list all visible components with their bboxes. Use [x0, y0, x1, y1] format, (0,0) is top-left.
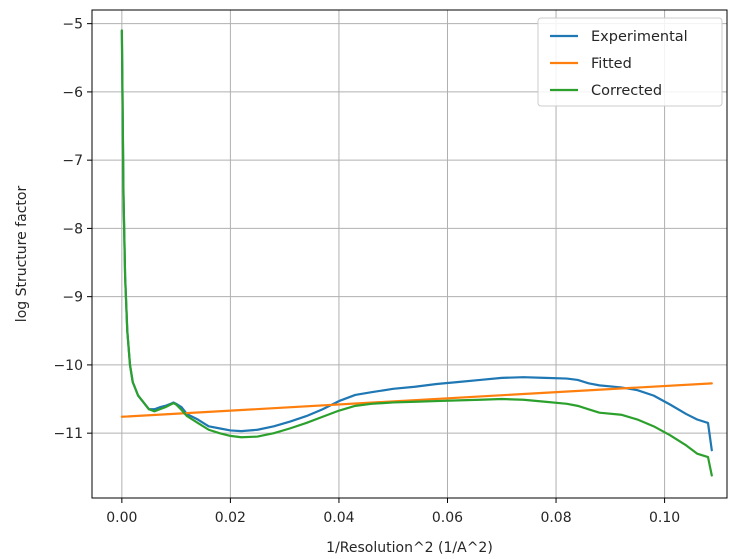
legend: Experimental Fitted Corrected — [537, 17, 723, 107]
legend-label-corrected: Corrected — [591, 83, 662, 99]
y-tick-label: −11 — [53, 426, 83, 442]
y-axis-label: log Structure factor — [14, 186, 30, 323]
y-tick-label: −10 — [53, 358, 83, 374]
x-axis: 0.00 0.02 0.04 0.06 0.08 0.10 — [106, 498, 680, 526]
y-axis: −5 −6 −7 −8 −9 −10 −11 — [53, 17, 92, 442]
series-line-corrected — [120, 29, 713, 477]
x-axis-label: 1/Resolution^2 (1/A^2) — [326, 540, 493, 556]
y-tick-label: −5 — [62, 17, 83, 33]
x-tick-label: 0.00 — [106, 510, 137, 526]
legend-label-experimental: Experimental — [591, 29, 688, 45]
legend-box — [537, 17, 723, 107]
y-tick-label: −6 — [62, 85, 83, 101]
x-tick-label: 0.08 — [540, 510, 571, 526]
x-tick-label: 0.02 — [215, 510, 246, 526]
series-layer — [120, 29, 713, 477]
plot-frame — [91, 9, 728, 499]
series-line-fitted — [120, 382, 713, 418]
x-tick-label: 0.06 — [432, 510, 463, 526]
y-tick-label: −7 — [62, 153, 83, 169]
x-tick-label: 0.10 — [649, 510, 680, 526]
y-tick-label: −9 — [62, 290, 83, 306]
x-tick-label: 0.04 — [323, 510, 354, 526]
legend-label-fitted: Fitted — [591, 56, 632, 72]
y-tick-label: −8 — [62, 221, 83, 237]
